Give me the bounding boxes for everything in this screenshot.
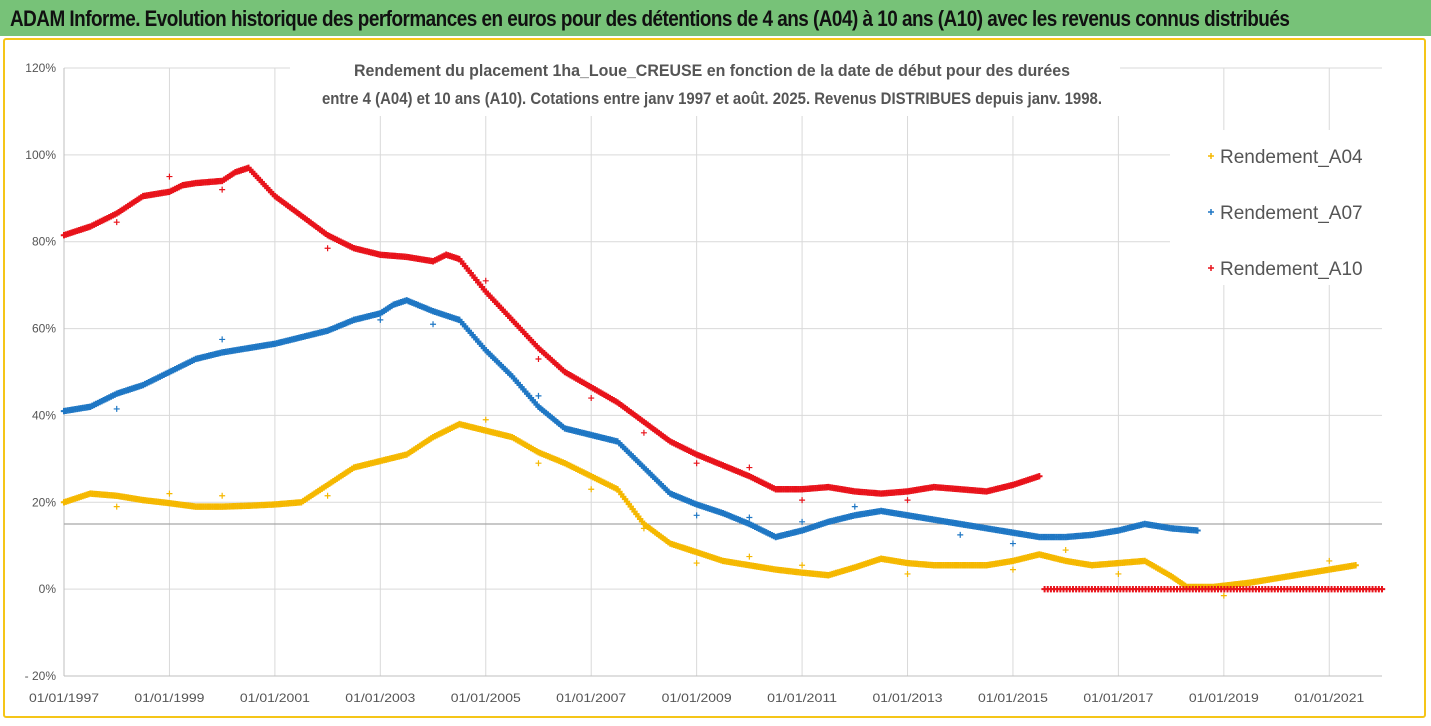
y-tick-label: 0%	[39, 582, 57, 596]
x-tick-label: 01/01/2015	[978, 691, 1048, 705]
x-tick-label: 01/01/2011	[767, 691, 837, 705]
x-tick-label: 01/01/2019	[1189, 691, 1259, 705]
x-tick-label: 01/01/1997	[29, 691, 99, 705]
data-point-outlier	[746, 464, 753, 471]
data-point-outlier	[693, 512, 700, 519]
data-point-outlier	[1326, 557, 1333, 564]
data-point-outlier	[851, 503, 858, 510]
chart-svg: 120%100%80%60%40%20%0%- 20% 01/01/1997 01…	[25, 50, 1386, 705]
data-point-outlier	[640, 525, 647, 532]
data-point-outlier	[219, 186, 226, 193]
data-point-outlier	[957, 531, 964, 538]
data-point-outlier	[377, 316, 384, 323]
data-point-outlier	[799, 518, 806, 525]
x-tick-label: 01/01/2017	[1083, 691, 1153, 705]
legend-label: Rendement_A07	[1220, 203, 1363, 224]
data-point-outlier	[219, 492, 226, 499]
data-point-outlier	[324, 245, 331, 252]
data-point-outlier	[693, 560, 700, 567]
y-axis: 120% 100% 80% 60% 40% 20% 0% - 20%	[25, 61, 57, 683]
data-point-outlier	[219, 336, 226, 343]
data-point-outlier	[588, 395, 595, 402]
y-tick-label: 60%	[32, 322, 56, 336]
data-point-outlier	[640, 429, 647, 436]
data-point-outlier	[1220, 592, 1227, 599]
x-axis: 01/01/1997 01/01/1999 01/01/2001 01/01/2003…	[29, 691, 1365, 705]
y-tick-label: 100%	[25, 148, 56, 162]
data-point-outlier	[430, 321, 437, 328]
data-point-outlier	[746, 553, 753, 560]
data-point-outlier	[482, 416, 489, 423]
x-tick-label: 01/01/2005	[451, 691, 521, 705]
data-point-outlier	[535, 392, 542, 399]
banner-title: ADAM Informe. Evolution historique des p…	[10, 6, 1290, 31]
data-point	[1036, 473, 1043, 480]
data-point-outlier	[113, 503, 120, 510]
data-point-outlier	[482, 277, 489, 284]
data-point-outlier	[1115, 570, 1122, 577]
x-tick-label: 01/01/2007	[556, 691, 626, 705]
legend-marker	[1208, 209, 1214, 215]
data-point	[1194, 527, 1201, 534]
x-tick-label: 01/01/2001	[240, 691, 310, 705]
series-Rendement_A10	[60, 164, 1386, 593]
data-point-outlier	[324, 492, 331, 499]
data-point-outlier	[904, 497, 911, 504]
legend-marker	[1208, 153, 1214, 159]
data-point	[1352, 562, 1359, 569]
legend: Rendement_A04 Rendement_A07 Rendement_A10	[1208, 147, 1363, 280]
title-banner: ADAM Informe. Evolution historique des p…	[0, 0, 1431, 36]
legend-label: Rendement_A10	[1220, 259, 1363, 280]
data-point-outlier	[904, 570, 911, 577]
x-tick-label: 01/01/2009	[662, 691, 732, 705]
x-tick-label: 01/01/1999	[134, 691, 204, 705]
y-tick-label: - 20%	[25, 669, 57, 683]
data-point-flat	[1378, 585, 1386, 593]
data-point-outlier	[1009, 540, 1016, 547]
data-point-outlier	[746, 514, 753, 521]
data-point-outlier	[166, 490, 173, 497]
legend-marker	[1208, 265, 1214, 271]
y-tick-label: 120%	[25, 61, 56, 75]
data-point-outlier	[1009, 566, 1016, 573]
series-Rendement_A07	[60, 297, 1201, 547]
chart-title-box	[290, 50, 1120, 116]
data-point-outlier	[799, 562, 806, 569]
y-tick-label: 20%	[32, 495, 56, 509]
legend-label: Rendement_A04	[1220, 147, 1363, 168]
chart-title-line-2: entre 4 (A04) et 10 ans (A10). Cotations…	[322, 89, 1102, 108]
x-tick-label: 01/01/2003	[345, 691, 415, 705]
legend-box	[1170, 130, 1385, 285]
data-point-outlier	[166, 173, 173, 180]
data-point-outlier	[535, 460, 542, 467]
data-point-outlier	[113, 219, 120, 226]
data-point-outlier	[535, 355, 542, 362]
chart-area: 120% 100% 80% 60% 40% 20% 0% - 20% 01/01/1997 01…	[0, 36, 1431, 721]
data-series	[60, 164, 1386, 599]
data-point-outlier	[799, 497, 806, 504]
y-tick-label: 80%	[32, 235, 56, 249]
data-point-outlier	[1062, 547, 1069, 554]
y-tick-label: 40%	[32, 408, 56, 422]
chart-title-line-1: Rendement du placement 1ha_Loue_CREUSE e…	[354, 61, 1070, 80]
data-point-outlier	[693, 460, 700, 467]
x-tick-label: 01/01/2013	[873, 691, 943, 705]
data-point-outlier	[113, 405, 120, 412]
x-tick-label: 01/01/2021	[1294, 691, 1364, 705]
data-point-outlier	[588, 486, 595, 493]
